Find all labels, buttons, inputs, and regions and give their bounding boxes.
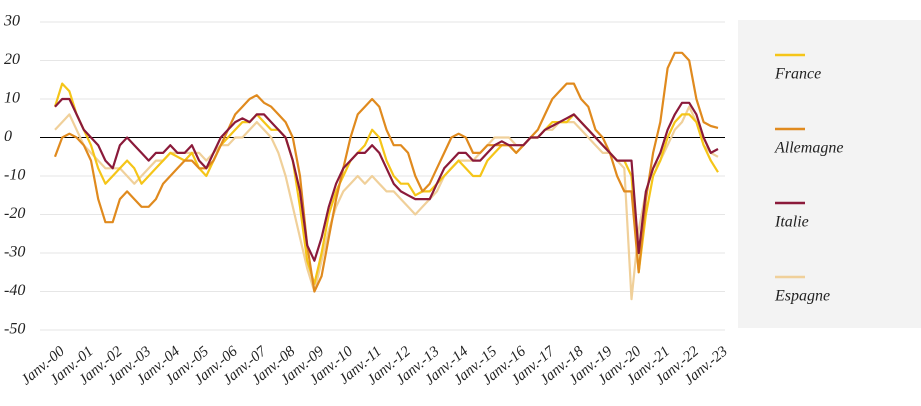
- legend-label: France: [774, 66, 821, 83]
- y-tick-label: -50: [4, 321, 25, 338]
- y-tick-label: -10: [4, 167, 25, 184]
- series-line: [53, 82, 719, 285]
- series-line: [54, 105, 719, 301]
- legend-label: Allemagne: [774, 140, 843, 157]
- legend-box: [738, 20, 921, 328]
- y-tick-label: -30: [4, 244, 25, 261]
- y-tick-label: 30: [3, 13, 20, 30]
- legend-label: Espagne: [774, 288, 830, 305]
- legend-label: Italie: [774, 214, 809, 231]
- y-tick-label: 20: [4, 51, 20, 68]
- y-tick-label: 0: [4, 128, 12, 145]
- y-tick-label: 10: [4, 90, 20, 107]
- y-tick-label: -20: [4, 205, 25, 222]
- series-line: [53, 51, 719, 293]
- y-tick-label: -40: [4, 282, 25, 299]
- series-line: [54, 97, 719, 262]
